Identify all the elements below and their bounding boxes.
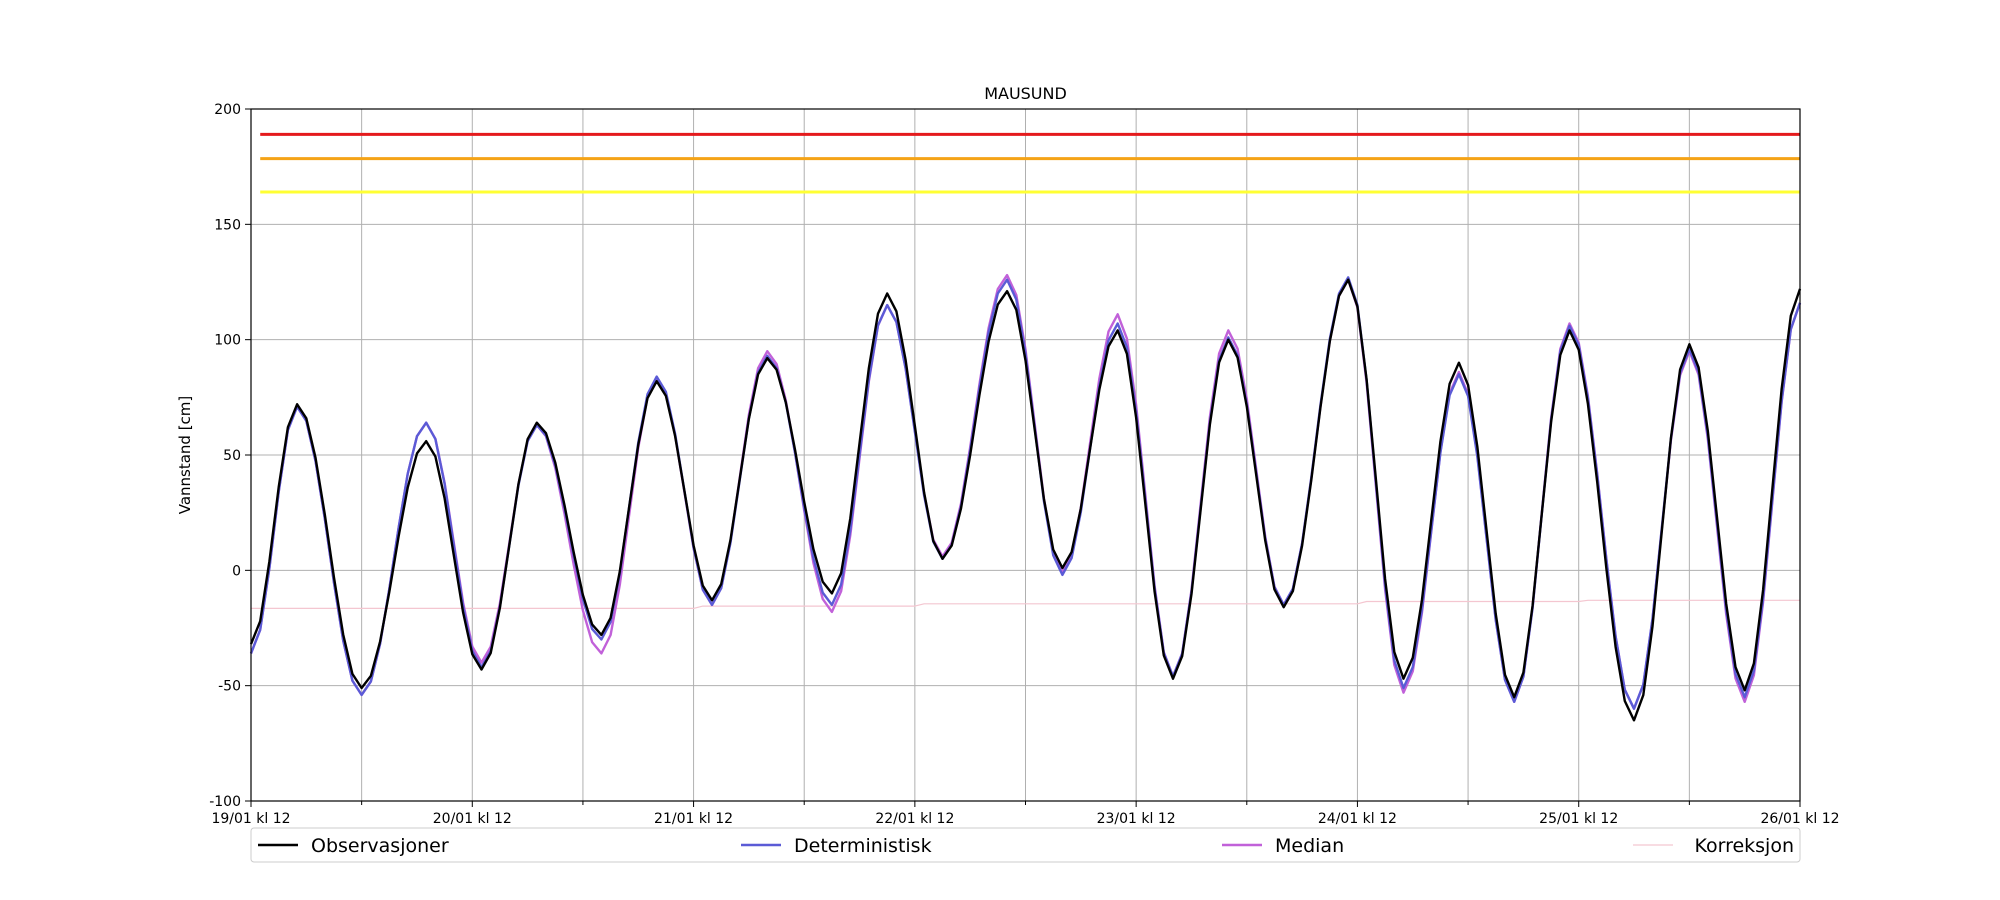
legend-box — [250, 827, 1801, 863]
legend-label: Median — [1275, 835, 1344, 857]
legend-label: Deterministisk — [794, 835, 932, 857]
x-tick-label: 20/01 kl 12 — [433, 811, 512, 827]
series-line-korreksjon — [251, 599, 1800, 609]
legend: Observasjoner Deterministisk Median Korreks… — [250, 827, 1801, 863]
x-tick-label: 22/01 kl 12 — [875, 811, 954, 827]
y-tick-label: 200 — [214, 102, 241, 118]
chart-title: MAUSUND — [984, 84, 1067, 103]
legend-label: Observasjoner — [311, 835, 449, 857]
grid — [250, 108, 1801, 802]
series-lines — [249, 273, 1802, 722]
x-tick-label: 25/01 kl 12 — [1539, 811, 1618, 827]
x-tick-label: 23/01 kl 12 — [1097, 811, 1176, 827]
y-tick-label: -50 — [218, 679, 241, 695]
threshold-lines — [260, 132, 1800, 194]
y-tick-label: 100 — [214, 333, 241, 349]
series-line-observasjoner — [249, 278, 1802, 722]
legend-label: Korreksjon — [1694, 835, 1794, 857]
x-tick-label: 26/01 kl 12 — [1760, 811, 1839, 827]
y-tick-label: -100 — [209, 794, 241, 810]
y-axis-title: Vannstand [cm] — [176, 396, 194, 515]
y-axis-ticks: -100 -50 0 50 100 150 200 — [209, 102, 251, 810]
y-tick-label: 0 — [232, 563, 241, 579]
x-axis-ticks: 19/01 kl 12 20/01 kl 12 21/01 kl 12 22/01 k… — [211, 801, 1840, 827]
x-tick-label: 24/01 kl 12 — [1318, 811, 1397, 827]
x-tick-label: 21/01 kl 12 — [654, 811, 733, 827]
y-tick-label: 50 — [223, 448, 241, 464]
y-tick-label: 150 — [214, 217, 241, 233]
x-tick-label: 19/01 kl 12 — [211, 811, 290, 827]
